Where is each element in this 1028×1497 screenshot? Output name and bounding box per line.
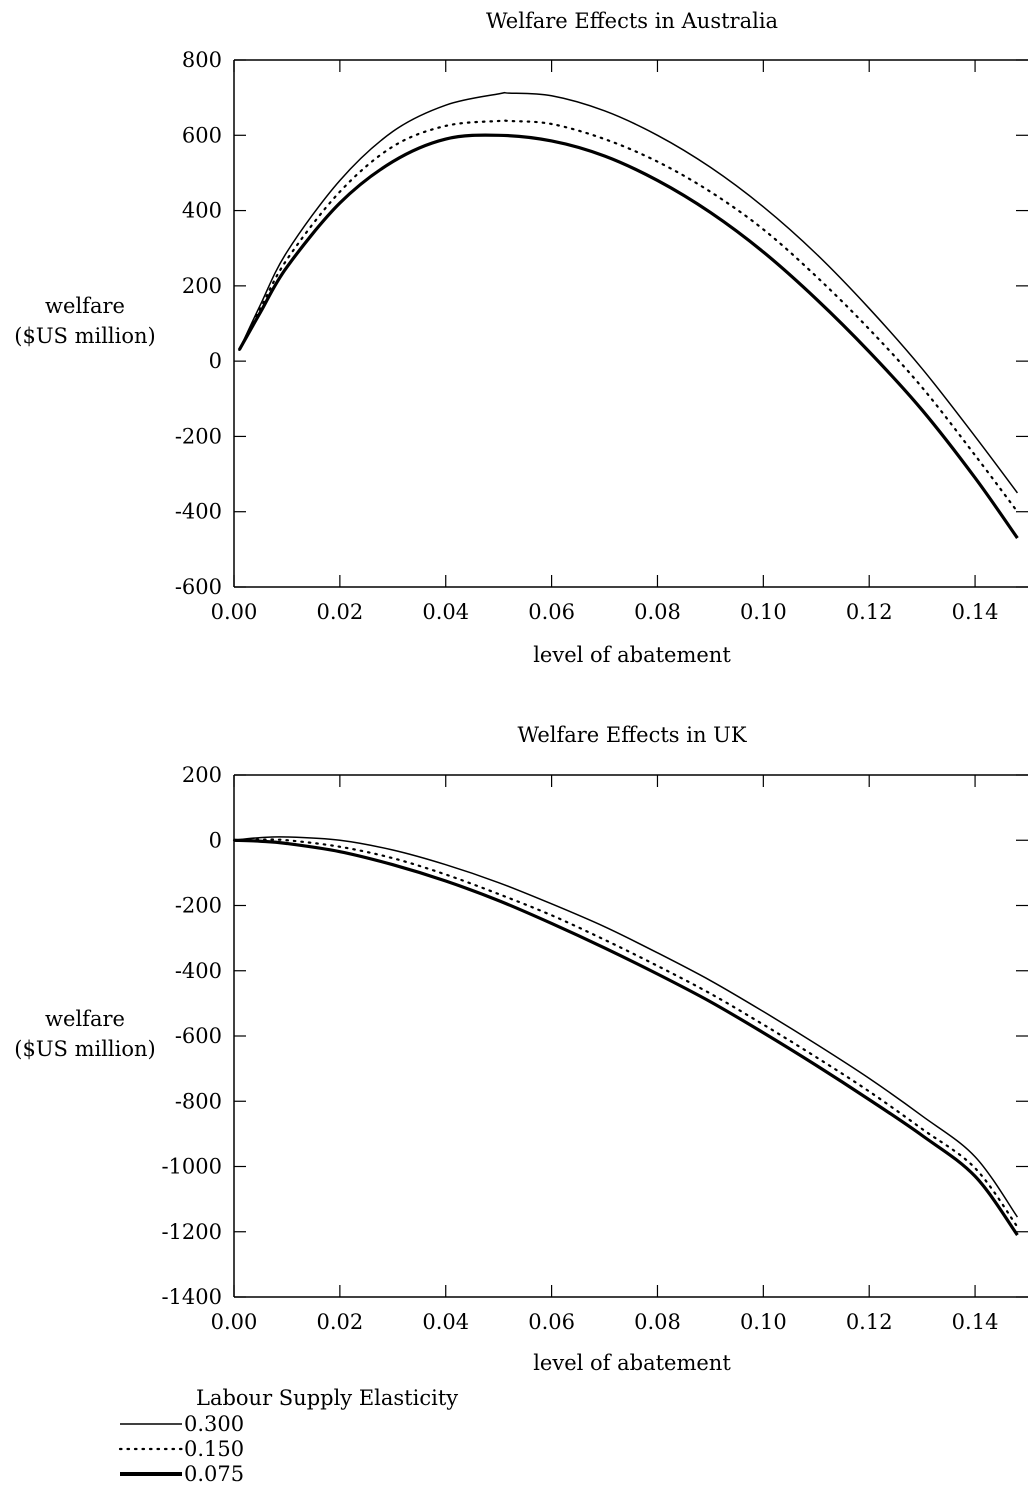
legend-label-0300: 0.300 <box>184 1412 244 1436</box>
series-line-dotted <box>238 119 1019 513</box>
y-tick-label: -200 <box>175 894 222 918</box>
y-tick-label: 200 <box>182 274 222 298</box>
y-tick-label: 200 <box>182 763 222 787</box>
series-line-thick <box>233 838 1019 1236</box>
x-tick-label: 0.04 <box>422 1310 469 1334</box>
y-tick-label: -1200 <box>161 1220 222 1244</box>
legend-label-0075: 0.075 <box>184 1462 244 1486</box>
x-tick-label: 0.08 <box>634 1310 681 1334</box>
x-axis-label: level of abatement <box>533 643 731 667</box>
y-tick-label: -1000 <box>161 1155 222 1179</box>
x-tick-label: 0.02 <box>316 1310 363 1334</box>
chart-title: Welfare Effects in UK <box>517 723 746 747</box>
chart-uk: Welfare Effects in UK 0.00 0.02 0.04 0.06 0.… <box>14 723 1028 1375</box>
y-axis-label-line1: welfare <box>45 1007 125 1031</box>
y-tick-label: -1400 <box>161 1285 222 1309</box>
series-group <box>232 836 1019 1236</box>
axis-ticks: 0.00 0.02 0.04 0.06 0.08 0.10 0.12 0.14 -600 -400… <box>175 48 1028 624</box>
y-axis-label-line1: welfare <box>45 294 125 318</box>
series-line-solid <box>233 836 1019 1218</box>
legend-title: Labour Supply Elasticity <box>196 1386 458 1410</box>
x-tick-label: 0.12 <box>846 600 893 624</box>
x-tick-label: 0.06 <box>528 600 575 624</box>
y-tick-label: -400 <box>175 500 222 524</box>
y-tick-label: -600 <box>175 1024 222 1048</box>
x-tick-label: 0.08 <box>634 600 681 624</box>
legend-label-0150: 0.150 <box>184 1437 244 1461</box>
x-tick-label: 0.12 <box>846 1310 893 1334</box>
chart-australia: Welfare Effects in Australia 0.00 0.02 0.0… <box>14 9 1028 667</box>
x-tick-label: 0.04 <box>422 600 469 624</box>
y-axis-label-line2: ($US million) <box>14 324 155 348</box>
y-tick-label: -800 <box>175 1089 222 1113</box>
x-tick-label: 0.02 <box>316 600 363 624</box>
y-tick-label: 400 <box>182 199 222 223</box>
y-tick-label: 0 <box>209 349 222 373</box>
chart-title: Welfare Effects in Australia <box>486 9 778 33</box>
y-axis-label-line2: ($US million) <box>14 1037 155 1061</box>
x-tick-label: 0.06 <box>528 1310 575 1334</box>
y-tick-label: 0 <box>209 828 222 852</box>
axis-ticks: 0.00 0.02 0.04 0.06 0.08 0.10 0.12 0.14 -1400 -12… <box>161 763 1028 1334</box>
legend: Labour Supply Elasticity 0.300 0.150 0.0… <box>118 1386 458 1486</box>
y-tick-label: -600 <box>175 575 222 599</box>
x-tick-label: 0.00 <box>211 1310 258 1334</box>
x-axis-label: level of abatement <box>533 1351 731 1375</box>
y-tick-label: -400 <box>175 959 222 983</box>
series-line-dotted <box>232 838 1019 1228</box>
x-tick-label: 0.00 <box>211 600 258 624</box>
x-tick-label: 0.14 <box>952 1310 999 1334</box>
x-tick-label: 0.14 <box>952 600 999 624</box>
y-tick-label: 800 <box>182 48 222 72</box>
series-line-thick <box>237 133 1019 539</box>
series-line-solid <box>238 91 1019 494</box>
series-group <box>237 91 1019 539</box>
y-tick-label: -200 <box>175 424 222 448</box>
y-tick-label: 600 <box>182 123 222 147</box>
x-tick-label: 0.10 <box>740 600 787 624</box>
plot-frame <box>233 59 1028 588</box>
x-tick-label: 0.10 <box>740 1310 787 1334</box>
